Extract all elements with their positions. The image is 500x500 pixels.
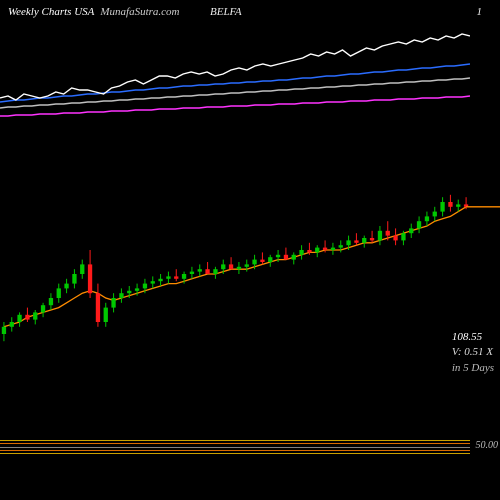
candle-body <box>119 293 123 298</box>
candle-body <box>88 264 92 293</box>
band-line <box>0 450 470 451</box>
candle-body <box>127 291 131 293</box>
candle-body <box>260 260 264 262</box>
candle-body <box>245 264 249 266</box>
candle-body <box>401 233 405 240</box>
candle-body <box>292 255 296 260</box>
candle-body <box>354 240 358 242</box>
band-line <box>0 443 470 444</box>
candle-body <box>284 255 288 260</box>
page-number: 1 <box>477 6 483 18</box>
candle-body <box>49 298 53 305</box>
candle-body <box>229 264 233 269</box>
candle-body <box>213 269 217 274</box>
oscillator-y-label: 50.00 <box>476 440 499 451</box>
days-label: in 5 Days <box>452 361 494 376</box>
candle-body <box>440 202 444 212</box>
moving-average-line <box>4 207 466 327</box>
magenta-line <box>0 96 470 116</box>
candle-body <box>104 308 108 322</box>
candle-body <box>2 327 6 334</box>
candle-body <box>362 238 366 243</box>
price-info-block: 108.55 V: 0.51 X in 5 Days <box>452 330 494 376</box>
candle-body <box>64 284 68 289</box>
candle-body <box>456 204 460 206</box>
band-line <box>0 453 470 454</box>
candle-body <box>25 315 29 320</box>
candle-body <box>158 279 162 281</box>
candle-body <box>393 236 397 241</box>
candle-body <box>307 250 311 252</box>
candle-body <box>41 305 45 312</box>
site-name: MunafaSutra.com <box>100 6 179 18</box>
candle-body <box>378 231 382 241</box>
candle-body <box>417 221 421 228</box>
candle-body <box>409 228 413 233</box>
candle-body <box>198 269 202 271</box>
candle-body <box>221 264 225 269</box>
candle-body <box>205 269 209 274</box>
candle-body <box>237 267 241 269</box>
candle-body <box>72 274 76 284</box>
candle-body <box>276 255 280 257</box>
candle-body <box>111 298 115 308</box>
candle-body <box>323 248 327 250</box>
candle-body <box>346 240 350 245</box>
candle-body <box>433 212 437 217</box>
oscillator-bands <box>0 440 470 454</box>
indicator-panel <box>0 30 470 140</box>
last-price: 108.55 <box>452 330 494 345</box>
candle-body <box>339 245 343 247</box>
volume-label: V: 0.51 X <box>452 345 494 360</box>
candle-body <box>386 231 390 236</box>
candle-body <box>143 284 147 289</box>
candle-body <box>448 202 452 207</box>
candle-body <box>425 216 429 221</box>
candle-body <box>17 315 21 322</box>
candle-body <box>96 293 100 322</box>
band-line <box>0 440 470 441</box>
candle-body <box>299 250 303 255</box>
candle-body <box>10 322 14 327</box>
candlestick-panel <box>0 190 470 370</box>
band-line <box>0 447 470 448</box>
candle-body <box>57 288 61 298</box>
candle-body <box>182 274 186 279</box>
candle-body <box>80 264 84 274</box>
candle-body <box>33 312 37 319</box>
white-line <box>0 34 470 100</box>
candle-body <box>174 276 178 278</box>
candle-body <box>315 248 319 253</box>
candle-body <box>268 257 272 262</box>
candle-body <box>135 288 139 290</box>
candle-body <box>151 281 155 283</box>
header: Weekly Charts USA MunafaSutra.com BELFA … <box>0 6 500 18</box>
candle-body <box>252 260 256 265</box>
candle-body <box>166 276 170 278</box>
chart-title: Weekly Charts USA <box>8 6 94 18</box>
candle-body <box>370 238 374 240</box>
candle-body <box>331 248 335 250</box>
candle-body <box>190 272 194 274</box>
ticker-symbol: BELFA <box>210 6 242 18</box>
